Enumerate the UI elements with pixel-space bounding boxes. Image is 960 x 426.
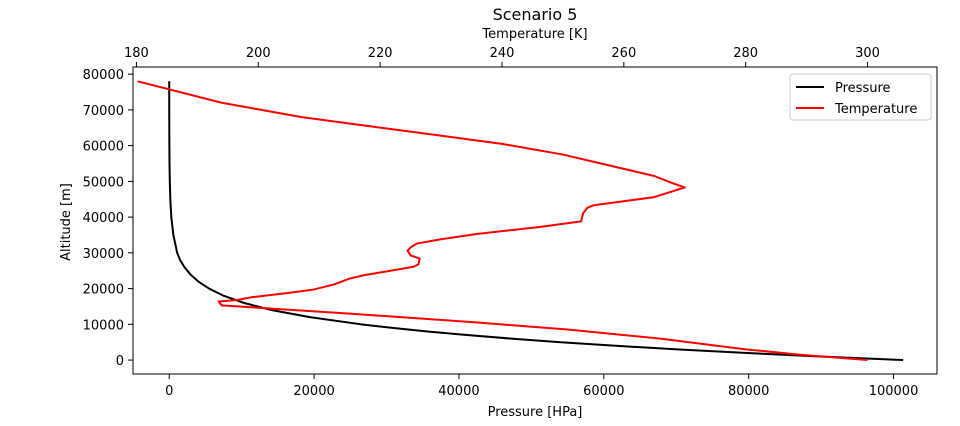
x-tick-label: 100000 [869, 384, 919, 399]
y-tick-label: 0 [116, 354, 124, 369]
y-tick-label: 60000 [83, 140, 124, 155]
x2-tick-label: 300 [855, 46, 880, 61]
plot-frame [132, 66, 938, 375]
series-line-temperature [137, 80, 868, 362]
top-axis-label: Temperature [K] [481, 27, 587, 42]
legend-label-pressure: Pressure [835, 81, 891, 96]
legend-box [789, 73, 932, 121]
series-line-pressure [168, 81, 904, 362]
y-tick-label: 40000 [83, 211, 124, 226]
y-tick-label: 30000 [83, 247, 124, 262]
x-tick-label: 20000 [293, 384, 334, 399]
legend-label-temperature: Temperature [834, 102, 917, 117]
x2-tick-label: 220 [368, 46, 393, 61]
x2-tick-label: 260 [611, 46, 636, 61]
bottom-axis-label: Pressure [HPa] [488, 405, 583, 420]
y-tick-label: 50000 [83, 175, 124, 190]
y-tick-label: 70000 [83, 104, 124, 119]
x-tick-label: 40000 [438, 384, 479, 399]
y-tick-label: 80000 [83, 68, 124, 83]
left-axis-label: Altitude [m] [59, 183, 74, 261]
y-tick-label: 20000 [83, 283, 124, 298]
x2-tick-label: 180 [124, 46, 149, 61]
chart-title: Scenario 5 [493, 5, 578, 24]
x2-tick-label: 240 [490, 46, 515, 61]
x-tick-label: 0 [165, 384, 173, 399]
x-tick-label: 80000 [728, 384, 769, 399]
x2-tick-label: 200 [246, 46, 271, 61]
legend: Pressure Temperature [789, 73, 932, 121]
y-tick-label: 10000 [83, 318, 124, 333]
x-tick-label: 60000 [583, 384, 624, 399]
x2-tick-label: 280 [733, 46, 758, 61]
